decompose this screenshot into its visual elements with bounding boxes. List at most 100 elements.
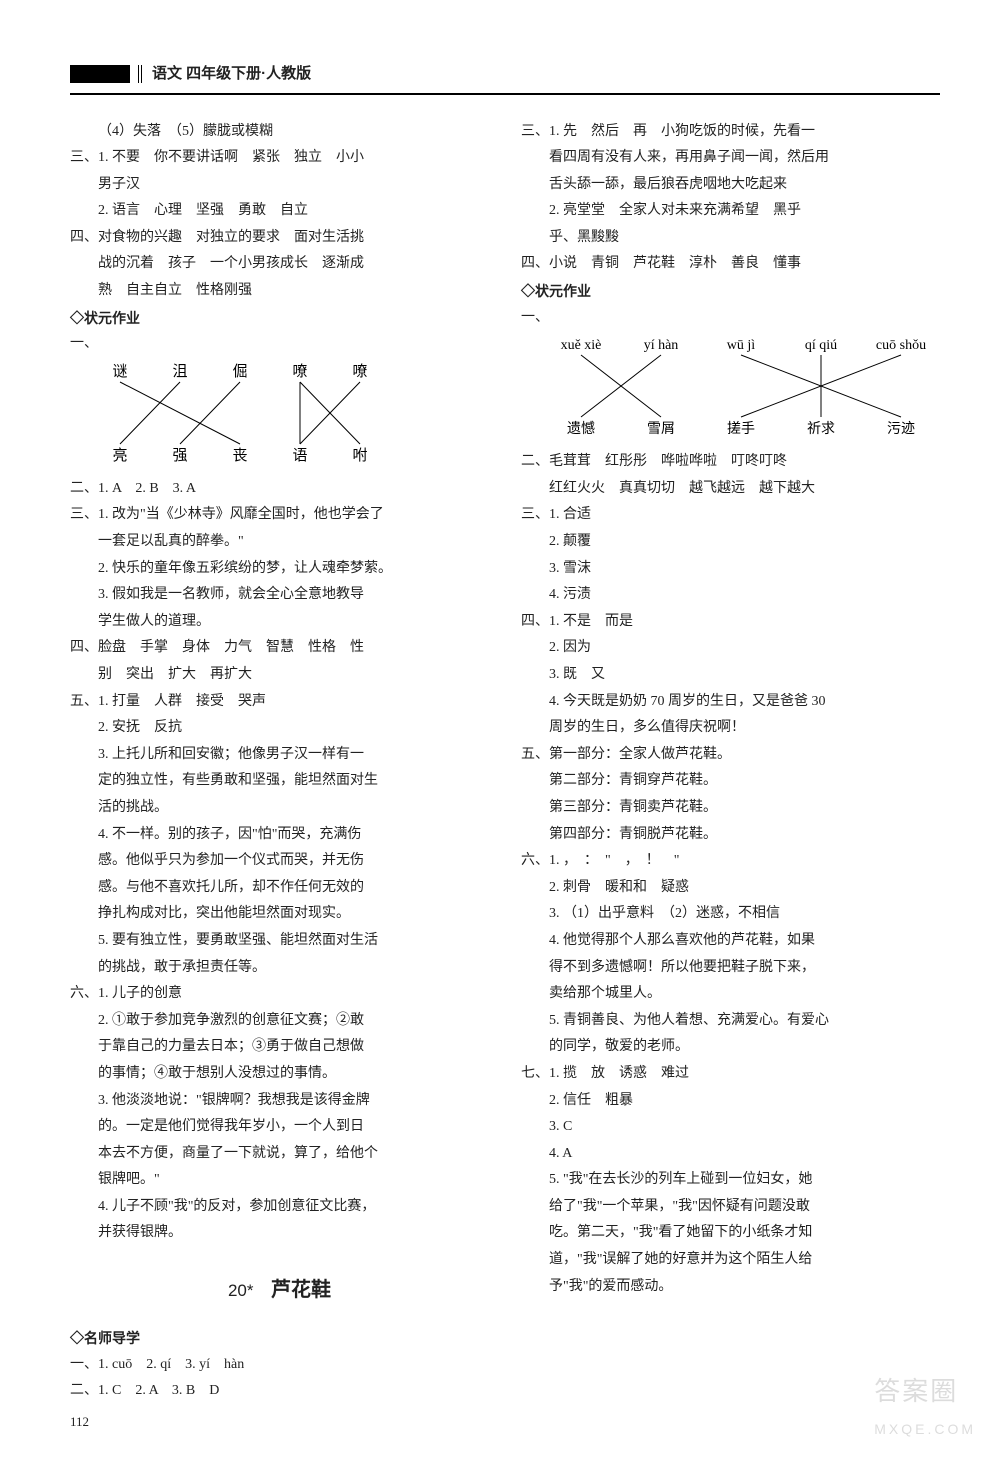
text: 第三部分：青铜卖芦花鞋。 xyxy=(521,795,940,822)
text: 四、1. 不是 而是 xyxy=(521,609,940,636)
text: 的事情；④敢于想别人没想过的事情。 xyxy=(70,1061,489,1088)
svg-text:嘹: 嘹 xyxy=(352,363,367,380)
text: 3. （1）出乎意料 （2）迷惑，不相信 xyxy=(521,901,940,928)
text: 第四部分：青铜脱芦花鞋。 xyxy=(521,822,940,849)
text: 2. 刺骨 暖和和 疑惑 xyxy=(521,875,940,902)
text: 挣扎构成对比，突出他能坦然面对现实。 xyxy=(70,901,489,928)
matching-diagram-2: xuě xièyí hànwū jìqí qiúcuō shǒu遗憾雪屑搓手祈求… xyxy=(541,333,940,443)
text: 感。与他不喜欢托儿所，却不作任何无效的 xyxy=(70,875,489,902)
text: 3. 雪沫 xyxy=(521,556,940,583)
text: 周岁的生日，多么值得庆祝啊！ xyxy=(521,715,940,742)
header-stripe xyxy=(138,65,144,83)
text: 看四周有没有人来，再用鼻子闻一闻，然后用 xyxy=(521,145,940,172)
text: 的挑战，敢于承担责任等。 xyxy=(70,955,489,982)
text: 2. 安抚 反抗 xyxy=(70,715,489,742)
chapter-heading: 20* 芦花鞋 xyxy=(70,1271,489,1309)
svg-text:yí hàn: yí hàn xyxy=(644,338,679,353)
text: 男子汉 xyxy=(70,172,489,199)
watermark-title: 答案圈 xyxy=(874,1367,976,1416)
text: 4. 不一样。别的孩子，因"怕"而哭，充满伤 xyxy=(70,822,489,849)
svg-text:遗憾: 遗憾 xyxy=(567,421,595,437)
text: 4. 污渍 xyxy=(521,582,940,609)
text: 二、毛茸茸 红彤彤 哗啦哗啦 叮咚叮咚 xyxy=(521,449,940,476)
text: 2. 因为 xyxy=(521,635,940,662)
section-label: ◇名师导学 xyxy=(70,1325,489,1352)
svg-text:污迹: 污迹 xyxy=(887,421,915,437)
text: 3. 他淡淡地说："银牌啊？我想我是该得金牌 xyxy=(70,1088,489,1115)
svg-text:丧: 丧 xyxy=(232,447,247,464)
svg-text:祈求: 祈求 xyxy=(807,421,835,437)
chapter-number: 20* xyxy=(228,1281,254,1300)
watermark: 答案圈 MXQE.COM xyxy=(874,1367,976,1443)
text: 二、1. C 2. A 3. B D xyxy=(70,1378,489,1405)
text: 5. 要有独立性，要勇敢坚强、能坦然面对生活 xyxy=(70,928,489,955)
text: 三、1. 不要 你不要讲话啊 紧张 独立 小小 xyxy=(70,145,489,172)
header-title: 语文 四年级下册·人教版 xyxy=(152,60,311,89)
svg-text:亮: 亮 xyxy=(112,447,127,464)
text: 活的挑战。 xyxy=(70,795,489,822)
text: 给了"我"一个苹果，"我"因怀疑有问题没敢 xyxy=(521,1194,940,1221)
text: 三、1. 改为"当《少林寺》风靡全国时，他也学会了 xyxy=(70,502,489,529)
text: 本去不方便，商量了一下就说，算了，给他个 xyxy=(70,1141,489,1168)
text: 3. 上托儿所和回安徽；他像男子汉一样有一 xyxy=(70,742,489,769)
text: 别 突出 扩大 再扩大 xyxy=(70,662,489,689)
text: 2. 语言 心理 坚强 勇敢 自立 xyxy=(70,198,489,225)
svg-text:wū jì: wū jì xyxy=(727,338,756,353)
matching-diagram-1: 谜沮倔嘹嘹亮强丧语咐 xyxy=(90,360,489,470)
text: 卖给那个城里人。 xyxy=(521,981,940,1008)
text: 2. 亮堂堂 全家人对未来充满希望 黑乎 xyxy=(521,198,940,225)
watermark-url: MXQE.COM xyxy=(874,1416,976,1443)
text: 2. 信任 粗暴 xyxy=(521,1088,940,1115)
text: 第二部分：青铜穿芦花鞋。 xyxy=(521,768,940,795)
text: 4. 今天既是奶奶 70 周岁的生日，又是爸爸 30 xyxy=(521,689,940,716)
text: 的。一定是他们觉得我年岁小，一个人到日 xyxy=(70,1114,489,1141)
text: 学生做人的道理。 xyxy=(70,609,489,636)
section-label: ◇状元作业 xyxy=(521,278,940,305)
text: 三、1. 先 然后 再 小狗吃饭的时候，先看一 xyxy=(521,119,940,146)
text: 5. 青铜善良、为他人着想、充满爱心。有爱心 xyxy=(521,1008,940,1035)
text: 4. A xyxy=(521,1141,940,1168)
page-number: 112 xyxy=(70,1410,89,1435)
text: 于靠自己的力量去日本；③勇于做自己想做 xyxy=(70,1034,489,1061)
text: 予"我"的爱而感动。 xyxy=(521,1274,940,1301)
text: 四、对食物的兴趣 对独立的要求 面对生活挑 xyxy=(70,225,489,252)
text: 3. 既 又 xyxy=(521,662,940,689)
text: 一、 xyxy=(521,305,940,332)
svg-text:语: 语 xyxy=(292,447,307,464)
section-label: ◇状元作业 xyxy=(70,305,489,332)
text: 六、1. 儿子的创意 xyxy=(70,981,489,1008)
text: 吃。第二天，"我"看了她留下的小纸条才知 xyxy=(521,1220,940,1247)
svg-text:嘹: 嘹 xyxy=(292,363,307,380)
svg-text:谜: 谜 xyxy=(112,363,127,380)
text: 四、脸盘 手掌 身体 力气 智慧 性格 性 xyxy=(70,635,489,662)
text: 一、1. cuō 2. qí 3. yí hàn xyxy=(70,1352,489,1379)
text: 战的沉着 孩子 一个小男孩成长 逐渐成 xyxy=(70,251,489,278)
text: （4）失落 （5）朦胧或模糊 xyxy=(70,119,489,146)
text: 七、1. 揽 放 诱惑 难过 xyxy=(521,1061,940,1088)
text: 一、 xyxy=(70,331,489,358)
text: 2. ①敢于参加竞争激烈的创意征文赛；②敢 xyxy=(70,1008,489,1035)
svg-text:强: 强 xyxy=(172,448,187,464)
text: 2. 颠覆 xyxy=(521,529,940,556)
text: 3. 假如我是一名教师，就会全心全意地教导 xyxy=(70,582,489,609)
right-column: 三、1. 先 然后 再 小狗吃饭的时候，先看一 看四周有没有人来，再用鼻子闻一闻… xyxy=(521,119,940,1405)
text: 2. 快乐的童年像五彩缤纷的梦，让人魂牵梦萦。 xyxy=(70,556,489,583)
svg-text:cuō shǒu: cuō shǒu xyxy=(876,338,926,353)
left-column: （4）失落 （5）朦胧或模糊 三、1. 不要 你不要讲话啊 紧张 独立 小小 男… xyxy=(70,119,489,1405)
text: 得不到多遗憾啊！所以他要把鞋子脱下来， xyxy=(521,955,940,982)
text: 舌头舔一舔，最后狼吞虎咽地大吃起来 xyxy=(521,172,940,199)
svg-text:雪屑: 雪屑 xyxy=(647,421,675,437)
chapter-title: 芦花鞋 xyxy=(271,1279,331,1301)
text: 感。他似乎只为参加一个仪式而哭，并无伤 xyxy=(70,848,489,875)
text: 银牌吧。" xyxy=(70,1167,489,1194)
header-block xyxy=(70,65,130,83)
text: 三、1. 合适 xyxy=(521,502,940,529)
text: 并获得银牌。 xyxy=(70,1220,489,1247)
text: 四、小说 青铜 芦花鞋 淳朴 善良 懂事 xyxy=(521,251,940,278)
svg-text:xuě xiè: xuě xiè xyxy=(561,338,602,353)
text: 红红火火 真真切切 越飞越远 越下越大 xyxy=(521,476,940,503)
text: 道，"我"误解了她的好意并为这个陌生人给 xyxy=(521,1247,940,1274)
svg-text:咐: 咐 xyxy=(352,447,367,464)
text: 熟 自主自立 性格刚强 xyxy=(70,278,489,305)
text: 的同学，敬爱的老师。 xyxy=(521,1034,940,1061)
